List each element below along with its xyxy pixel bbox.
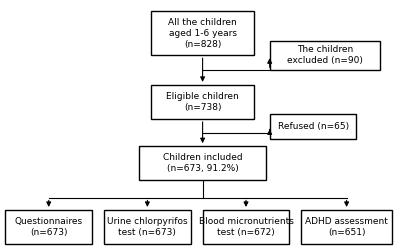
FancyBboxPatch shape [270, 41, 380, 70]
FancyBboxPatch shape [5, 210, 92, 244]
Text: The children
excluded (n=90): The children excluded (n=90) [287, 45, 363, 65]
FancyBboxPatch shape [140, 146, 266, 180]
FancyBboxPatch shape [301, 210, 392, 244]
Text: Blood micronutrients
test (n=672): Blood micronutrients test (n=672) [198, 217, 294, 237]
Text: Urine chlorpyrifos
test (n=673): Urine chlorpyrifos test (n=673) [107, 217, 188, 237]
Text: Children included
(n=673, 91.2%): Children included (n=673, 91.2%) [163, 153, 242, 173]
FancyBboxPatch shape [151, 11, 254, 55]
Text: Refused (n=65): Refused (n=65) [278, 122, 349, 131]
FancyBboxPatch shape [270, 114, 356, 139]
FancyBboxPatch shape [151, 85, 254, 119]
Text: Questionnaires
(n=673): Questionnaires (n=673) [15, 217, 83, 237]
Text: All the children
aged 1-6 years
(n=828): All the children aged 1-6 years (n=828) [168, 18, 237, 49]
Text: ADHD assessment
(n=651): ADHD assessment (n=651) [305, 217, 388, 237]
FancyBboxPatch shape [203, 210, 289, 244]
Text: Eligible children
(n=738): Eligible children (n=738) [166, 92, 239, 112]
FancyBboxPatch shape [104, 210, 191, 244]
